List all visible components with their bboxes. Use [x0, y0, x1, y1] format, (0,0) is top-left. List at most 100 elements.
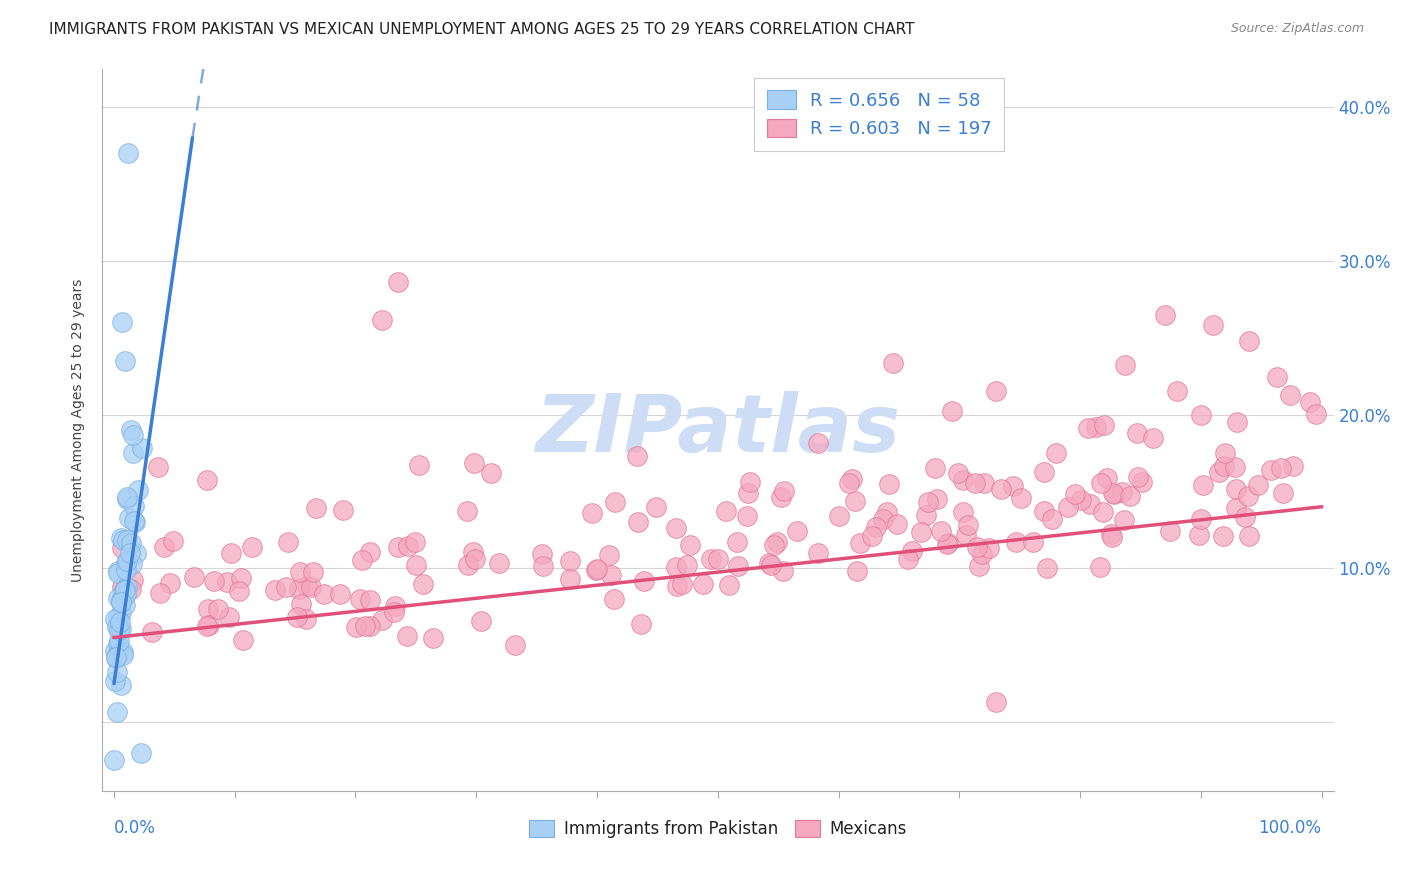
- Point: [108, 615, 131, 629]
- Point: [1189, 512, 1212, 526]
- Point: [941, 403, 963, 417]
- Point: [773, 483, 796, 498]
- Point: [329, 587, 352, 601]
- Point: [359, 545, 381, 559]
- Point: [456, 503, 478, 517]
- Point: [117, 492, 139, 507]
- Point: [1237, 489, 1260, 503]
- Point: [678, 538, 700, 552]
- Y-axis label: Unemployment Among Ages 25 to 29 years: Unemployment Among Ages 25 to 29 years: [72, 278, 86, 582]
- Point: [630, 616, 652, 631]
- Point: [115, 556, 138, 570]
- Point: [865, 520, 887, 534]
- Point: [1234, 510, 1257, 524]
- Point: [872, 512, 894, 526]
- Text: 0.0%: 0.0%: [114, 819, 156, 837]
- Point: [382, 605, 405, 619]
- Point: [692, 577, 714, 591]
- Point: [772, 564, 794, 578]
- Point: [207, 602, 229, 616]
- Point: [1101, 485, 1123, 500]
- Point: [349, 591, 371, 606]
- Point: [105, 620, 128, 634]
- Point: [1299, 395, 1322, 409]
- Point: [141, 624, 163, 639]
- Point: [153, 540, 176, 554]
- Point: [232, 632, 254, 647]
- Point: [422, 631, 444, 645]
- Point: [231, 571, 253, 585]
- Point: [973, 475, 995, 490]
- Point: [1036, 561, 1059, 575]
- Point: [112, 590, 135, 604]
- Point: [876, 505, 898, 519]
- Point: [122, 573, 145, 587]
- Point: [108, 642, 131, 657]
- Point: [110, 606, 132, 620]
- Point: [581, 506, 603, 520]
- Point: [666, 579, 689, 593]
- Point: [1279, 388, 1302, 402]
- Point: [1202, 318, 1225, 333]
- Point: [354, 618, 377, 632]
- Point: [1130, 475, 1153, 490]
- Point: [603, 495, 626, 509]
- Point: [676, 558, 699, 573]
- Point: [886, 517, 908, 532]
- Point: [845, 564, 868, 578]
- Point: [104, 650, 127, 665]
- Point: [645, 500, 668, 514]
- Point: [105, 665, 128, 680]
- Point: [1247, 478, 1270, 492]
- Point: [1260, 463, 1282, 477]
- Point: [111, 315, 134, 329]
- Point: [122, 446, 145, 460]
- Point: [1118, 489, 1140, 503]
- Point: [1265, 370, 1288, 384]
- Point: [786, 524, 808, 538]
- Point: [103, 612, 125, 626]
- Point: [626, 449, 648, 463]
- Point: [118, 545, 141, 559]
- Point: [1237, 334, 1260, 348]
- Point: [197, 601, 219, 615]
- Point: [1213, 458, 1236, 473]
- Point: [531, 547, 554, 561]
- Point: [162, 534, 184, 549]
- Point: [387, 541, 409, 555]
- Point: [114, 587, 136, 601]
- Point: [860, 529, 883, 543]
- Point: [110, 593, 132, 607]
- Point: [120, 582, 142, 596]
- Point: [882, 356, 904, 370]
- Point: [131, 441, 153, 455]
- Point: [1239, 529, 1261, 543]
- Point: [287, 609, 309, 624]
- Point: [924, 461, 946, 475]
- Point: [699, 551, 721, 566]
- Point: [405, 558, 427, 572]
- Point: [115, 554, 138, 568]
- Point: [503, 638, 526, 652]
- Point: [115, 490, 138, 504]
- Point: [1166, 384, 1188, 399]
- Point: [838, 475, 860, 490]
- Point: [115, 533, 138, 547]
- Point: [122, 514, 145, 528]
- Point: [276, 580, 298, 594]
- Point: [665, 521, 688, 535]
- Point: [965, 476, 987, 491]
- Point: [110, 677, 132, 691]
- Point: [121, 428, 143, 442]
- Point: [935, 537, 957, 551]
- Point: [305, 501, 328, 516]
- Point: [970, 547, 993, 561]
- Point: [1092, 417, 1115, 432]
- Point: [470, 614, 492, 628]
- Point: [598, 548, 620, 562]
- Point: [396, 539, 419, 553]
- Point: [295, 579, 318, 593]
- Point: [585, 561, 607, 575]
- Point: [807, 435, 830, 450]
- Point: [240, 540, 263, 554]
